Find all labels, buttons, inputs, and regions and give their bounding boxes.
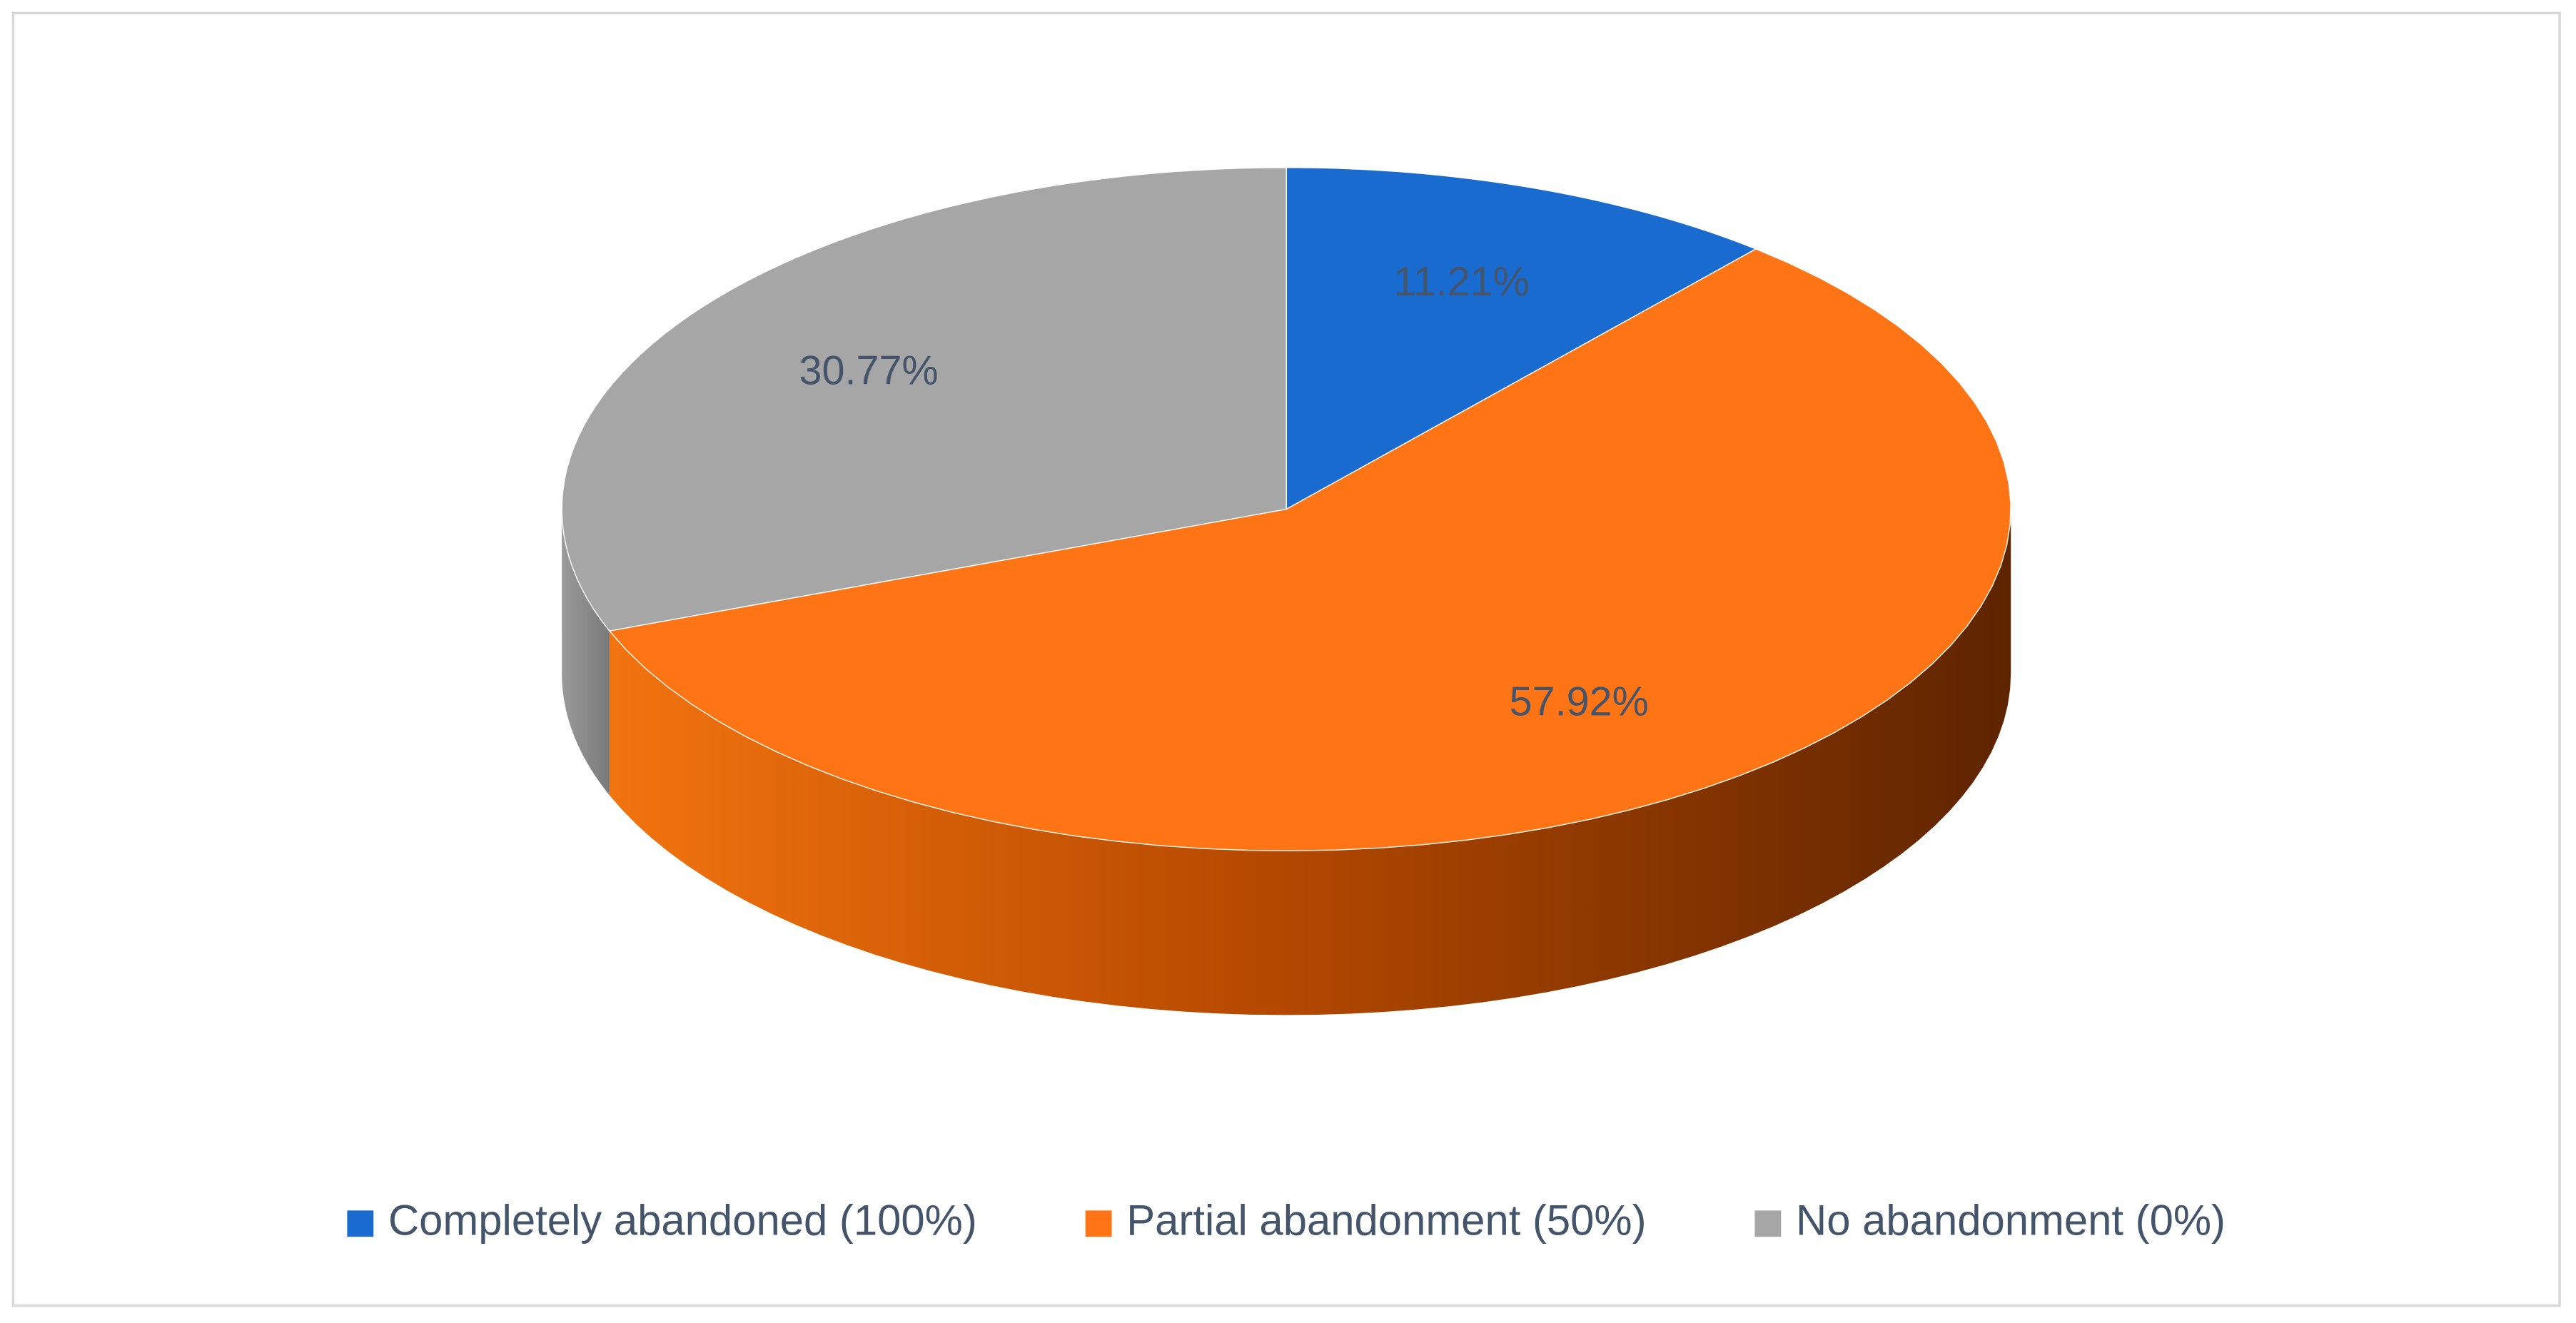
slice-side bbox=[609, 509, 2011, 1015]
legend-swatch bbox=[1085, 1210, 1112, 1237]
legend-label: Completely abandoned (100%) bbox=[388, 1197, 977, 1245]
legend-swatch bbox=[347, 1210, 374, 1237]
legend-label: Partial abandonment (50%) bbox=[1126, 1197, 1646, 1245]
slice bbox=[1286, 167, 1757, 510]
data-label: 11.21% bbox=[1393, 259, 1530, 305]
pie: 11.21% 57.92% 30.77% bbox=[561, 167, 2011, 1015]
data-label: 30.77% bbox=[799, 348, 938, 394]
slice-side bbox=[562, 509, 610, 796]
slice bbox=[608, 248, 2011, 851]
slice bbox=[561, 167, 1287, 632]
legend-label: No abandonment (0%) bbox=[1796, 1197, 2226, 1245]
legend: Completely abandoned (100%) Partial aband… bbox=[347, 1197, 2226, 1245]
legend-swatch bbox=[1754, 1210, 1782, 1237]
data-label: 57.92% bbox=[1510, 679, 1649, 724]
